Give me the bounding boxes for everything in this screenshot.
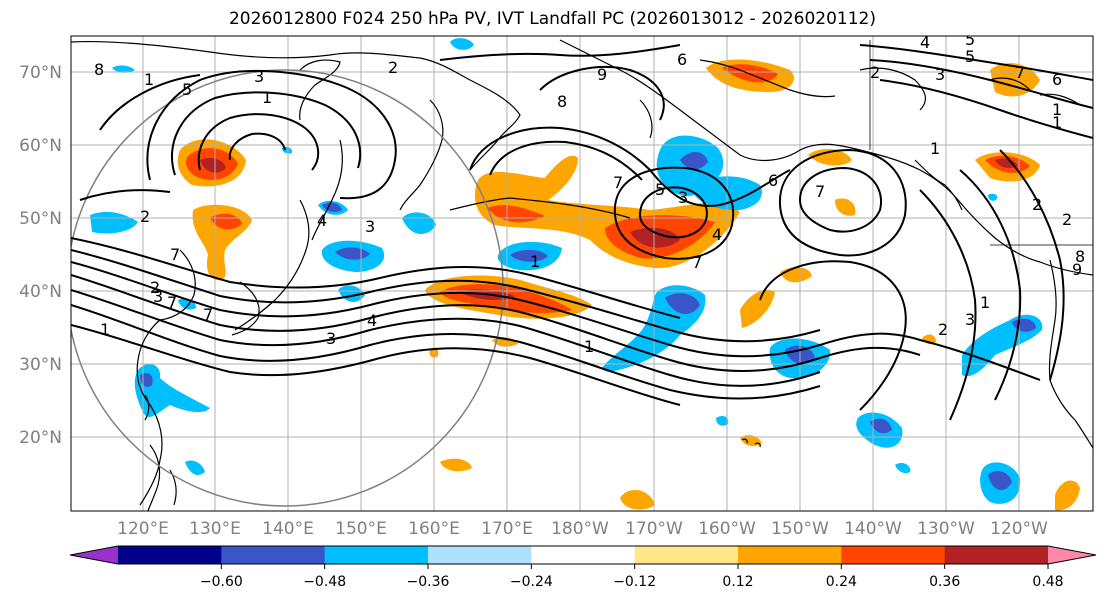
contour-label: 7 (167, 293, 177, 312)
lon-label: 180°W (551, 519, 609, 539)
contour-label: 8 (1075, 247, 1085, 266)
lon-label: 160°W (698, 519, 756, 539)
colorbar-segment (221, 546, 326, 564)
contour-label: 9 (597, 65, 607, 84)
contour-label: 5 (182, 80, 192, 99)
contour-label: 6 (1052, 70, 1062, 89)
contour-label: 1 (584, 337, 594, 356)
contour-label: 3 (153, 287, 163, 306)
colorbar-tick-label: 0.48 (1032, 574, 1063, 590)
contour-label: 2 (938, 320, 948, 339)
colorbar-segment (531, 546, 636, 564)
lat-label-30n: 30°N (19, 355, 62, 375)
contour-label: 2 (150, 278, 160, 297)
contour-label: 2 (1062, 210, 1072, 229)
colorbar-tick-label: −0.12 (613, 574, 656, 590)
contour-label: 5 (965, 30, 975, 49)
lon-label: 120°E (117, 519, 169, 539)
colorbar-segment (841, 546, 946, 564)
colorbar-tick-label: 0.12 (722, 574, 753, 590)
latitude-labels: 70°N 60°N 50°N 40°N 30°N 20°N (19, 63, 62, 448)
map-frame (70, 35, 1094, 512)
contour-label: 1 (530, 252, 540, 271)
contour-label: 3 (935, 65, 945, 84)
map-title: 2026012800 F024 250 hPa PV, IVT Landfall… (228, 9, 876, 29)
contour-label: 1 (144, 70, 154, 89)
lat-label-20n: 20°N (19, 428, 62, 448)
lon-label: 150°W (771, 519, 829, 539)
lon-label: 140°E (262, 519, 314, 539)
contour-label: 6 (768, 171, 778, 190)
colorbar-extend-high (1048, 546, 1096, 564)
colorbar-extend-low (70, 546, 118, 564)
landfall-region-circle (71, 69, 504, 507)
contour-labels: 8 1 5 3 2 1 9 8 6 4 5 5 6 2 3 1 7 4 3 7 … (94, 30, 1085, 356)
contour-label: 4 (317, 211, 327, 230)
contour-label: 3 (365, 217, 375, 236)
colorbar-segment (118, 546, 222, 564)
contour-label: 7 (692, 253, 702, 272)
contour-label: 4 (920, 33, 930, 52)
contour-label: 4 (712, 225, 722, 244)
contour-label: 7 (1015, 63, 1025, 82)
contour-lines (71, 44, 1093, 421)
colorbar-tick-label: −0.60 (200, 574, 243, 590)
lon-label: 140°W (844, 519, 902, 539)
lon-label: 170°W (625, 519, 683, 539)
colorbar-tick-label: −0.36 (407, 574, 450, 590)
contour-label: 1 (1052, 113, 1062, 132)
contour-label: 2 (870, 63, 880, 82)
colorbar-tick-label: −0.24 (510, 574, 553, 590)
longitude-labels: 120°E 130°E 140°E 150°E 160°E 170°E 180°… (117, 519, 1048, 539)
contour-label: 8 (557, 92, 567, 111)
contour-label: 7 (613, 173, 623, 192)
contour-label: 2 (140, 207, 150, 226)
colorbar-tick-label: −0.48 (303, 574, 346, 590)
contour-label: 5 (655, 180, 665, 199)
lon-label: 160°E (408, 519, 460, 539)
contour-label: 7 (170, 245, 180, 264)
contour-label: 1 (262, 88, 272, 107)
contour-label: 1 (980, 293, 990, 312)
lon-label: 130°W (917, 519, 975, 539)
lon-label: 150°E (335, 519, 387, 539)
contour-label: 3 (965, 310, 975, 329)
colorbar-segment (428, 546, 532, 564)
lat-label-40n: 40°N (19, 282, 62, 302)
contour-label: 5 (965, 47, 975, 66)
contour-label: 2 (388, 58, 398, 77)
colorbar-segment (944, 546, 1049, 564)
contour-label: 9 (1072, 260, 1082, 279)
contour-label: 8 (94, 60, 104, 79)
contour-label: 6 (677, 50, 687, 69)
colorbar-segment (324, 546, 429, 564)
lat-label-50n: 50°N (19, 209, 62, 229)
contour-label: 1 (100, 320, 110, 339)
colorbar: −0.60 −0.48 −0.36 −0.24 −0.12 0.12 0.24 0.36 0.4… (69, 545, 1097, 590)
contour-label: 3 (254, 67, 264, 86)
contour-label: 1 (930, 139, 940, 158)
lon-label: 130°E (189, 519, 241, 539)
colorbar-outline (69, 545, 1097, 565)
colorbar-tick-label: 0.36 (929, 574, 960, 590)
lon-label: 120°W (990, 519, 1048, 539)
colorbar-segment (738, 546, 842, 564)
contour-label: 3 (678, 188, 688, 207)
lon-label: 170°E (481, 519, 533, 539)
contour-label: 7 (815, 182, 825, 201)
colorbar-tick-label: 0.24 (826, 574, 857, 590)
contour-label: 4 (367, 311, 377, 330)
lat-label-60n: 60°N (19, 136, 62, 156)
contour-label: 2 (1032, 195, 1042, 214)
contour-label: 3 (326, 329, 336, 348)
contour-label: 1 (1052, 100, 1062, 119)
colorbar-segment (634, 546, 739, 564)
lat-label-70n: 70°N (19, 63, 62, 83)
contour-label: 7 (203, 305, 213, 324)
